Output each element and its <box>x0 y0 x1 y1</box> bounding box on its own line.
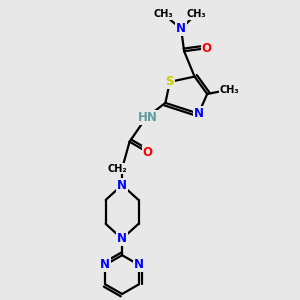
Text: N: N <box>134 258 144 272</box>
Text: HN: HN <box>137 111 158 124</box>
Text: O: O <box>202 42 212 55</box>
Text: N: N <box>194 107 203 120</box>
Text: N: N <box>100 258 110 272</box>
Text: N: N <box>117 178 127 191</box>
Text: CH₂: CH₂ <box>108 164 127 174</box>
Text: N: N <box>176 22 186 35</box>
Text: N: N <box>117 232 127 245</box>
Text: CH₃: CH₃ <box>220 85 239 94</box>
Text: O: O <box>142 146 152 159</box>
Text: CH₃: CH₃ <box>153 9 173 19</box>
Text: CH₃: CH₃ <box>186 9 206 19</box>
Text: S: S <box>166 75 174 88</box>
